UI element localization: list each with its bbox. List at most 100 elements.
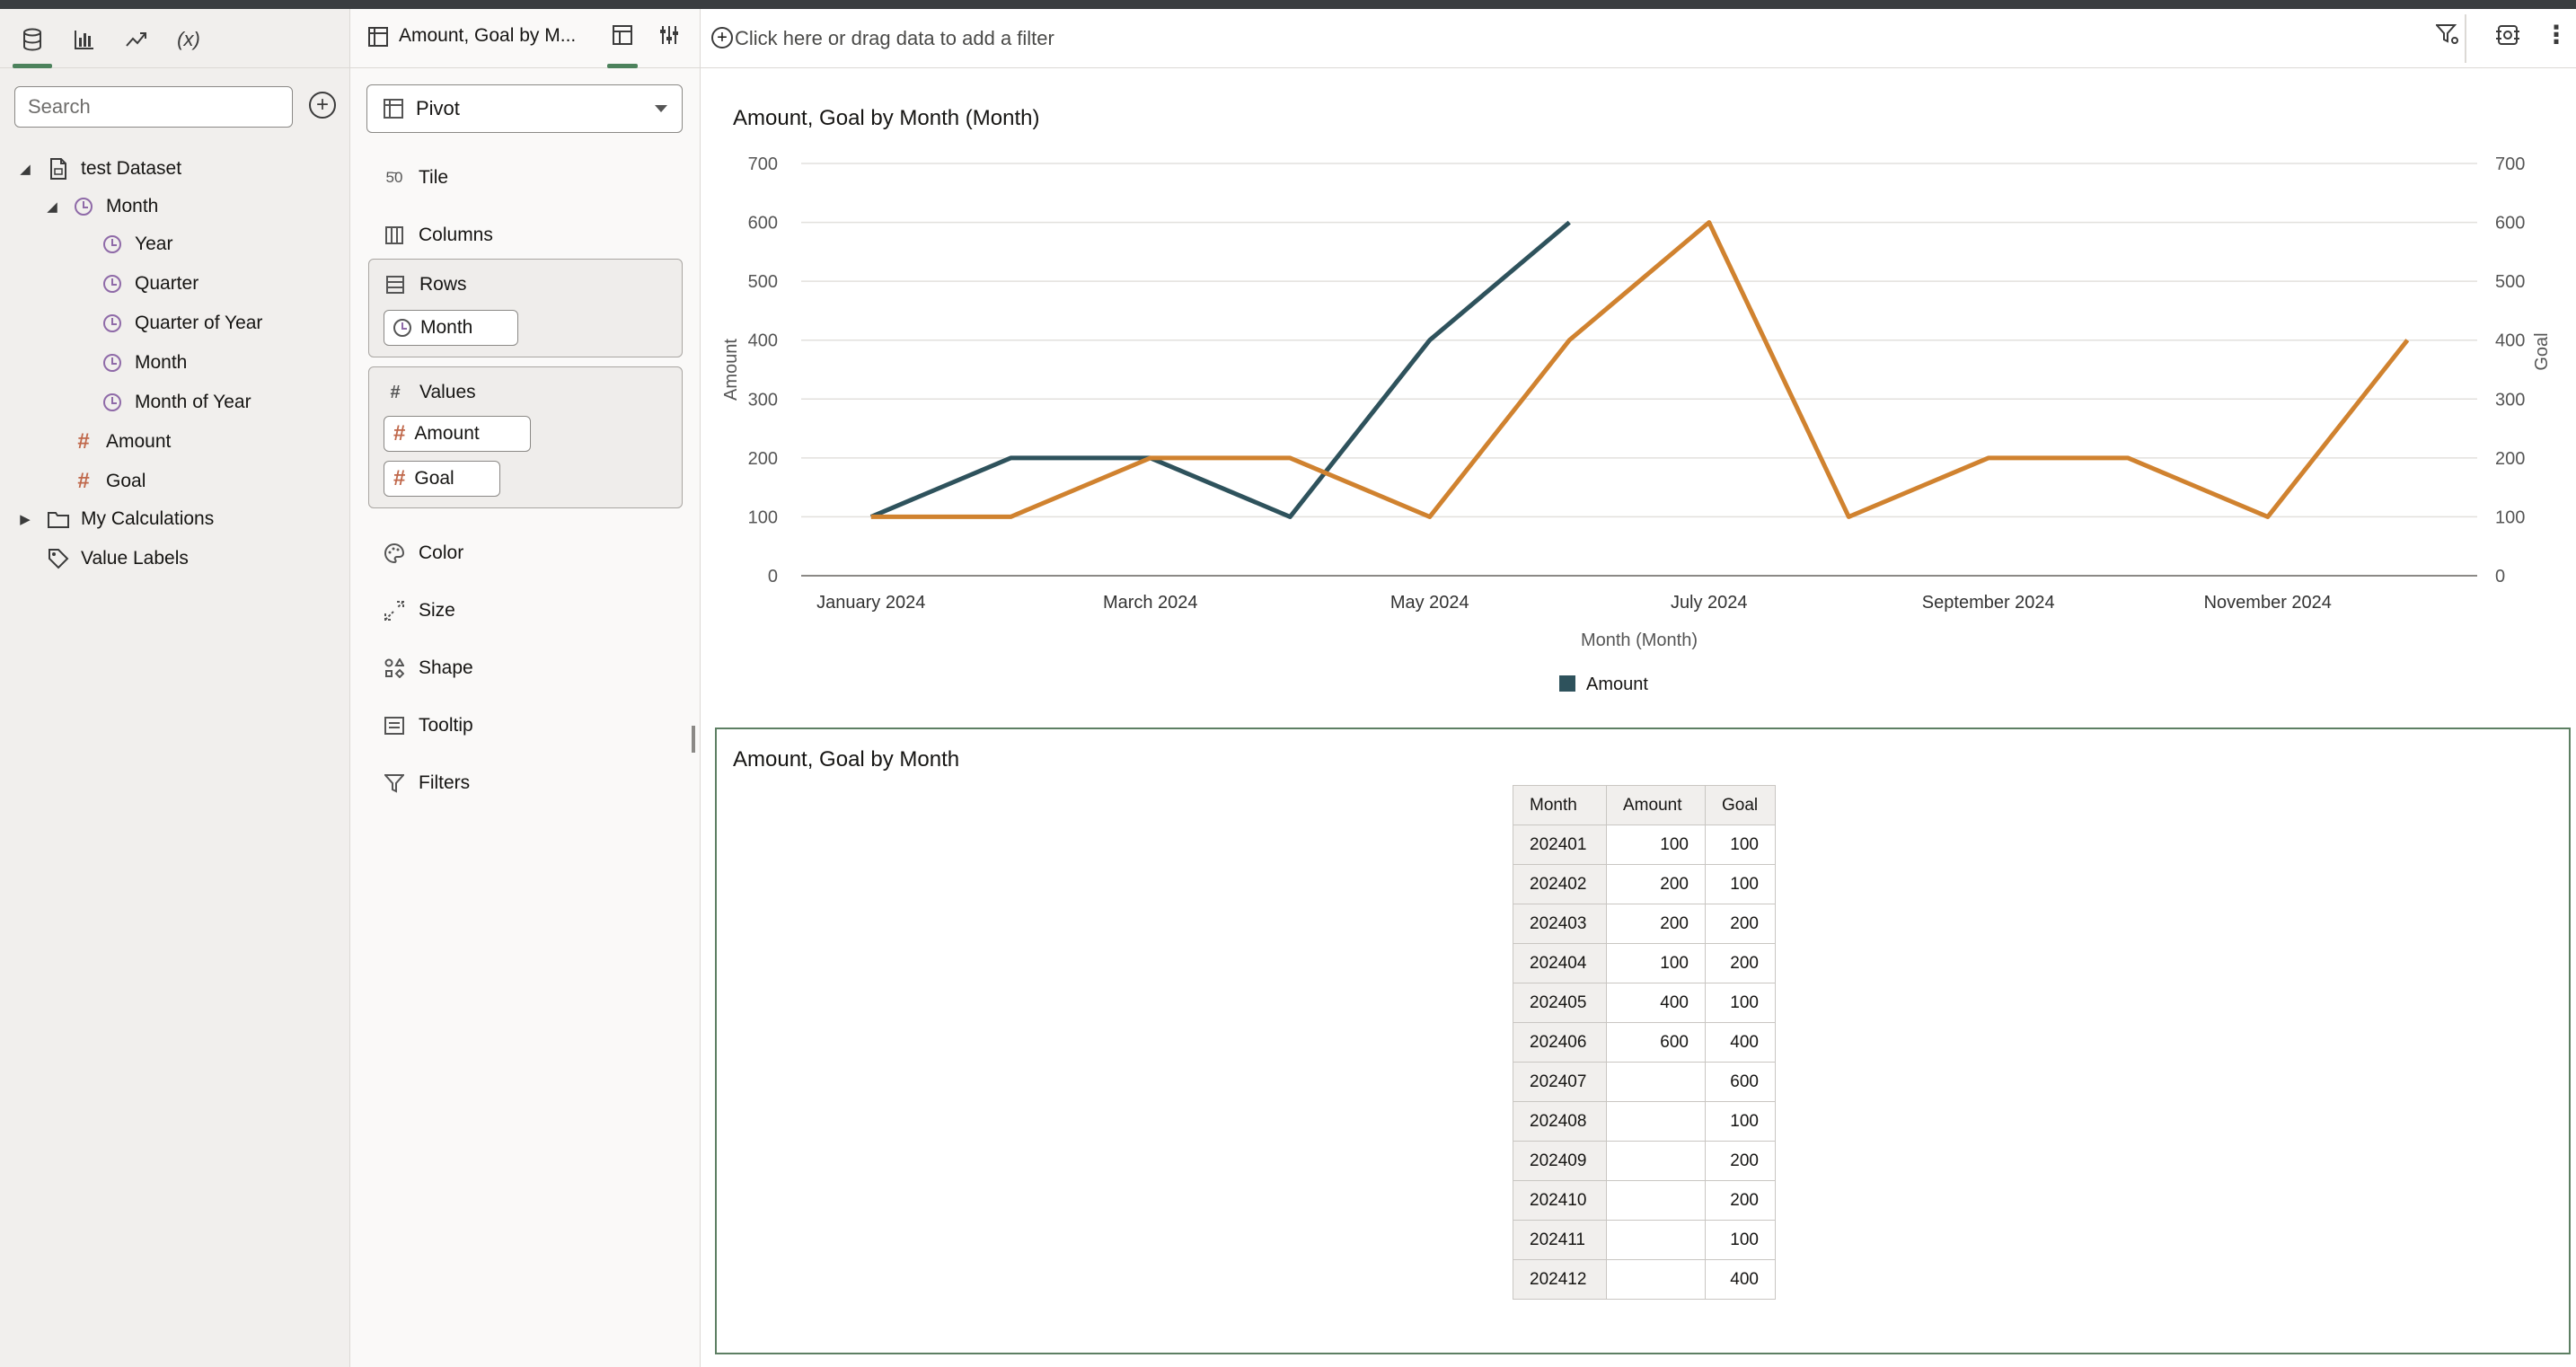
tooltip-drop-target[interactable]: Tooltip: [383, 708, 473, 744]
table-cell[interactable]: 200: [1606, 904, 1706, 944]
row-header-cell[interactable]: 202403: [1513, 904, 1607, 944]
tree-item-amount[interactable]: # Amount: [70, 424, 171, 460]
filter-bar-placeholder[interactable]: Click here or drag data to add a filter: [735, 27, 1054, 49]
properties-tab-button[interactable]: [659, 25, 679, 50]
tree-month-folder[interactable]: Month: [70, 189, 158, 225]
plus-icon: +: [315, 93, 329, 117]
color-drop-target[interactable]: Color: [383, 535, 463, 571]
analytics-tab[interactable]: [117, 20, 156, 59]
y2-tick-label: 500: [2495, 272, 2525, 292]
collapse-dataset-caret[interactable]: ◢: [16, 160, 34, 178]
row-header-cell[interactable]: 202409: [1513, 1141, 1607, 1181]
table-cell[interactable]: 100: [1705, 1220, 1776, 1260]
filter-icon: [383, 773, 406, 793]
tree-item-label: Quarter of Year: [135, 313, 263, 333]
filter-settings-button[interactable]: [2434, 23, 2459, 51]
resize-icon: [383, 601, 406, 621]
function-icon: (x): [177, 28, 200, 50]
tree-value-labels-label: Value Labels: [81, 548, 189, 569]
row-header-cell[interactable]: 202407: [1513, 1062, 1607, 1102]
columns-drop-target[interactable]: Columns: [383, 217, 493, 253]
tree-dataset[interactable]: test Dataset: [45, 151, 181, 187]
auto-apply-button[interactable]: [2495, 23, 2520, 53]
expand-my-calculations-caret[interactable]: ▶: [16, 510, 34, 528]
data-tab[interactable]: [13, 20, 52, 68]
size-drop-target[interactable]: Size: [383, 593, 455, 629]
table-cell[interactable]: 400: [1606, 983, 1706, 1023]
table-cell[interactable]: [1606, 1180, 1706, 1221]
table-cell[interactable]: 100: [1705, 864, 1776, 904]
row-header-cell[interactable]: 202408: [1513, 1101, 1607, 1142]
more-options-button[interactable]: ⋮: [2544, 20, 2569, 49]
table-cell[interactable]: 400: [1705, 1259, 1776, 1300]
values-header: # Values: [384, 375, 475, 410]
table-cell[interactable]: 200: [1705, 943, 1776, 983]
x-tick-label: November 2024: [2204, 593, 2332, 613]
series-line-0[interactable]: [869, 220, 1571, 519]
row-header-cell[interactable]: 202410: [1513, 1180, 1607, 1221]
add-filter-button[interactable]: +: [711, 27, 733, 49]
viz-title[interactable]: Amount, Goal by M...: [399, 25, 577, 46]
table-cell[interactable]: 100: [1606, 825, 1706, 865]
viz-type-select[interactable]: Pivot: [366, 84, 683, 133]
panel-resize-handle[interactable]: [692, 726, 695, 753]
search-input[interactable]: [14, 86, 293, 128]
row-header-cell[interactable]: 202405: [1513, 983, 1607, 1023]
values-hash-icon: #: [390, 382, 401, 402]
add-data-button[interactable]: +: [309, 92, 336, 119]
table-cell[interactable]: 200: [1705, 904, 1776, 944]
calculations-tab[interactable]: (x): [169, 20, 208, 59]
y2-tick-label: 300: [2495, 390, 2525, 410]
table-header-cell[interactable]: Month: [1513, 785, 1607, 825]
table-cell[interactable]: 600: [1606, 1022, 1706, 1063]
table-header-cell[interactable]: Goal: [1705, 785, 1776, 825]
rows-pill-month[interactable]: Month: [384, 310, 518, 346]
row-header-cell[interactable]: 202406: [1513, 1022, 1607, 1063]
pivot-table: Month Amount Goal 202401 100 100 202402 200 100…: [1513, 785, 1776, 1300]
row-header-cell[interactable]: 202412: [1513, 1259, 1607, 1300]
visualizations-tab[interactable]: [65, 20, 104, 59]
tree-item-year[interactable]: Year: [99, 226, 172, 262]
tree-item-month[interactable]: Month: [99, 345, 187, 381]
table-cell[interactable]: 400: [1705, 1022, 1776, 1063]
filters-drop-target[interactable]: Filters: [383, 765, 470, 801]
tree-item-goal[interactable]: # Goal: [70, 463, 146, 499]
table-cell[interactable]: 600: [1705, 1062, 1776, 1102]
table-cell[interactable]: [1606, 1259, 1706, 1300]
tree-item-quarter-of-year[interactable]: Quarter of Year: [99, 305, 262, 341]
tile-drop-target[interactable]: 5̄0 Tile: [383, 160, 449, 196]
table-header-cell[interactable]: Amount: [1606, 785, 1706, 825]
table-cell[interactable]: 200: [1705, 1141, 1776, 1181]
chart-legend[interactable]: Amount: [1559, 675, 1648, 694]
row-header-cell[interactable]: 202401: [1513, 825, 1607, 865]
series-line-1[interactable]: [870, 220, 2410, 519]
values-pill-goal[interactable]: # Goal: [384, 461, 500, 497]
tree-my-calculations[interactable]: My Calculations: [45, 501, 214, 537]
table-cell[interactable]: [1606, 1101, 1706, 1142]
shape-drop-target[interactable]: Shape: [383, 650, 473, 686]
pivot-table-viz[interactable]: Amount, Goal by Month Month Amount Goal 20…: [715, 728, 2571, 1354]
collapse-month-caret[interactable]: ◢: [43, 198, 61, 216]
row-header-cell[interactable]: 202411: [1513, 1220, 1607, 1260]
row-header-cell[interactable]: 202402: [1513, 864, 1607, 904]
table-cell[interactable]: 100: [1705, 825, 1776, 865]
clock-icon: [103, 393, 121, 411]
values-pill-amount[interactable]: # Amount: [384, 416, 531, 452]
table-cell[interactable]: [1606, 1220, 1706, 1260]
table-cell[interactable]: 100: [1705, 1101, 1776, 1142]
caret-down-icon: ◢: [47, 199, 57, 215]
row-header-cell[interactable]: 202404: [1513, 943, 1607, 983]
table-cell[interactable]: 200: [1606, 864, 1706, 904]
table-cell[interactable]: 200: [1705, 1180, 1776, 1221]
table-cell[interactable]: 100: [1705, 983, 1776, 1023]
rows-drop-zone[interactable]: Rows Month: [368, 259, 683, 357]
table-cell[interactable]: [1606, 1141, 1706, 1181]
grammar-tab-button[interactable]: [607, 25, 638, 68]
line-chart[interactable]: 0 100 200 300 400 500 600 700 0 100 200 300 400 500 6…: [701, 144, 2576, 719]
table-cell[interactable]: [1606, 1062, 1706, 1102]
table-cell[interactable]: 100: [1606, 943, 1706, 983]
tree-value-labels[interactable]: Value Labels: [45, 541, 189, 577]
values-drop-zone[interactable]: # Values # Amount # Goal: [368, 366, 683, 508]
tree-item-month-of-year[interactable]: Month of Year: [99, 384, 251, 420]
tree-item-quarter[interactable]: Quarter: [99, 266, 198, 302]
